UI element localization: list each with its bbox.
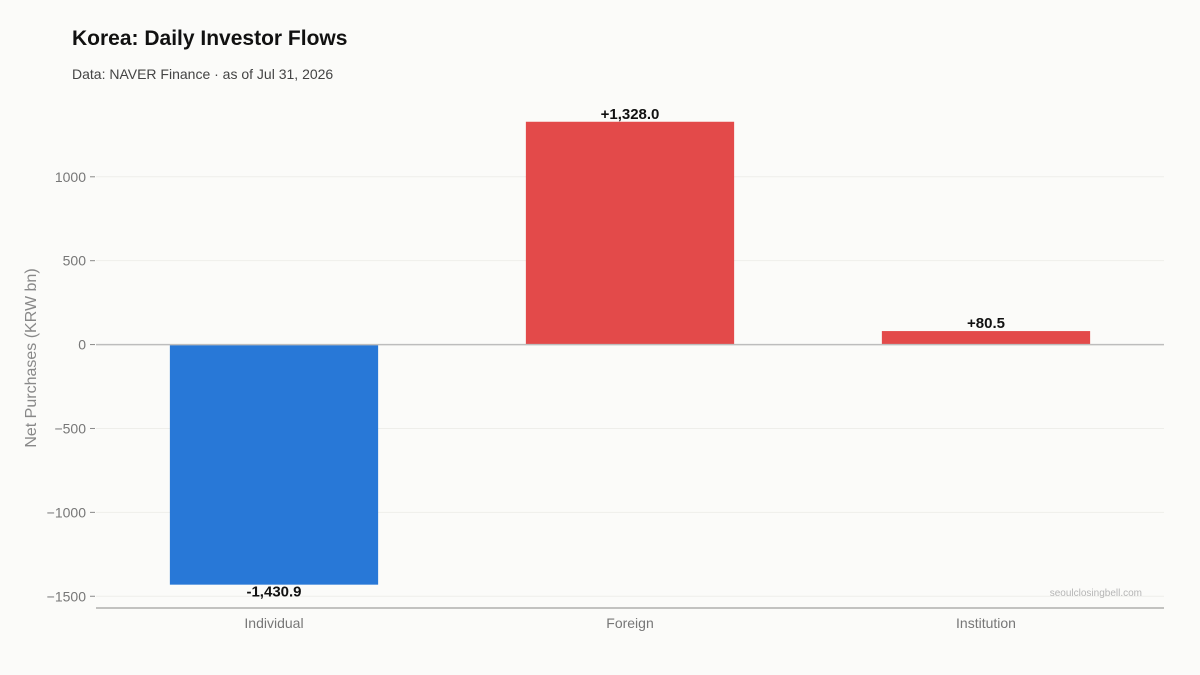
y-tick-label: 500 [63,253,87,269]
chart-title: Korea: Daily Investor Flows [72,27,348,50]
bar-individual [169,344,379,585]
y-tick-label: 0 [78,337,86,353]
y-axis-ticks: 1000 500 0 −500 −1000 −1500 [47,169,95,604]
chart-subtitle: Data: NAVER Finance · as of Jul 31, 2026 [72,66,334,82]
value-label: +80.5 [967,315,1005,332]
y-axis-label: Net Purchases (KRW bn) [23,268,40,447]
x-axis-labels: Individual Foreign Institution [96,607,1164,631]
value-labels: -1,430.9 +1,328.0 +80.5 [246,106,1005,601]
y-tick-label: −500 [54,420,86,436]
value-label: +1,328.0 [601,106,660,123]
watermark: seoulclosingbell.com [1050,588,1142,599]
y-tick-label: −1000 [47,504,87,520]
bar-foreign [525,121,735,345]
x-tick-label: Foreign [606,615,653,631]
bars [96,121,1164,585]
x-tick-label: Institution [956,615,1016,631]
value-label: -1,430.9 [246,584,301,601]
bar-institution [881,331,1091,345]
x-tick-label: Individual [244,615,303,631]
y-tick-label: 1000 [55,169,86,185]
y-tick-label: −1500 [47,588,87,604]
